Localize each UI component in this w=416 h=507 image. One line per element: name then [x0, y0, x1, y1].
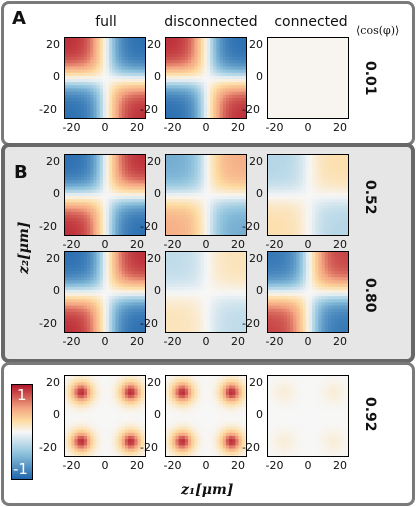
- x-tick-label: 20: [333, 459, 347, 472]
- heatmap-row3-connected: [267, 251, 349, 333]
- heatmap-row1-connected: [267, 37, 349, 119]
- x-tick-label: 0: [304, 121, 312, 134]
- x-tick-label: 0: [101, 335, 109, 348]
- heatmap-row2-disconnected: [165, 154, 247, 236]
- x-tick-label: -20: [62, 238, 81, 251]
- y-tick-label: -20: [242, 317, 260, 330]
- colorbar: 1 -1: [11, 384, 33, 480]
- y-tick-label: 20: [147, 155, 161, 168]
- x-tick-label: -20: [163, 238, 182, 251]
- heatmap-row4-connected: [267, 375, 349, 457]
- y-tick-label: 0: [256, 187, 263, 200]
- y-tick-label: 0: [53, 187, 60, 200]
- x-tick-label: -20: [265, 238, 284, 251]
- y-tick-label: 20: [46, 252, 60, 265]
- x-tick-label: 20: [333, 121, 347, 134]
- y-tick-label: 0: [154, 187, 161, 200]
- y-tick-label: 20: [147, 376, 161, 389]
- y-tick-label: 20: [46, 38, 60, 51]
- x-tick-label: -20: [265, 459, 284, 472]
- y-tick-label: -20: [242, 220, 260, 233]
- y-tick-label: 20: [46, 376, 60, 389]
- y-tick-label: 20: [46, 155, 60, 168]
- x-tick-label: 20: [231, 238, 245, 251]
- x-tick-label: 20: [333, 238, 347, 251]
- y-tick-label: -20: [140, 103, 158, 116]
- x-tick-label: -20: [163, 335, 182, 348]
- x-tick-label: -20: [62, 335, 81, 348]
- x-tick-label: 0: [101, 459, 109, 472]
- y-tick-label: 20: [249, 38, 263, 51]
- x-tick-label: 0: [304, 459, 312, 472]
- x-tick-label: -20: [265, 121, 284, 134]
- heatmap-row2-full: [64, 154, 146, 236]
- y-tick-label: -20: [242, 103, 260, 116]
- avg-cos-header: ⟨cos(φ)⟩: [356, 24, 400, 37]
- x-tick-label: 0: [304, 238, 312, 251]
- x-tick-label: -20: [265, 335, 284, 348]
- y-tick-label: 0: [53, 284, 60, 297]
- y-tick-label: 20: [249, 155, 263, 168]
- y-tick-label: 20: [147, 252, 161, 265]
- y-tick-label: -20: [140, 317, 158, 330]
- x-tick-label: 20: [130, 121, 144, 134]
- y-axis-label: z₂[μm]: [16, 221, 32, 274]
- x-tick-label: 0: [304, 335, 312, 348]
- y-tick-label: 0: [256, 284, 263, 297]
- x-tick-label: 20: [231, 335, 245, 348]
- y-tick-label: 20: [249, 376, 263, 389]
- x-tick-label: 0: [202, 459, 210, 472]
- x-tick-label: -20: [163, 121, 182, 134]
- heatmap-row1-disconnected: [165, 37, 247, 119]
- x-tick-label: 20: [231, 121, 245, 134]
- avg-cos-value: 0.52: [362, 180, 378, 215]
- x-tick-label: -20: [62, 459, 81, 472]
- y-tick-label: -20: [39, 441, 57, 454]
- x-tick-label: 20: [231, 459, 245, 472]
- y-tick-label: 20: [147, 38, 161, 51]
- x-tick-label: -20: [163, 459, 182, 472]
- y-tick-label: 0: [256, 70, 263, 83]
- x-tick-label: 20: [130, 459, 144, 472]
- panel-label-a: A: [12, 8, 26, 29]
- y-tick-label: 20: [249, 252, 263, 265]
- y-tick-label: 0: [154, 70, 161, 83]
- avg-cos-value: 0.80: [362, 278, 378, 313]
- y-tick-label: -20: [242, 441, 260, 454]
- heatmap-row4-full: [64, 375, 146, 457]
- panel-label-b: B: [14, 162, 28, 183]
- avg-cos-value: 0.92: [362, 397, 378, 432]
- y-tick-label: -20: [39, 317, 57, 330]
- x-tick-label: 0: [202, 238, 210, 251]
- avg-cos-value: 0.01: [362, 61, 378, 96]
- y-tick-label: 0: [154, 408, 161, 421]
- y-tick-label: -20: [39, 220, 57, 233]
- column-header-connected: connected: [274, 14, 348, 30]
- y-tick-label: 0: [154, 284, 161, 297]
- y-tick-label: -20: [39, 103, 57, 116]
- x-tick-label: 0: [101, 121, 109, 134]
- x-tick-label: 20: [130, 238, 144, 251]
- y-tick-label: -20: [140, 220, 158, 233]
- heatmap-row1-full: [64, 37, 146, 119]
- x-tick-label: 0: [202, 121, 210, 134]
- x-tick-label: 20: [333, 335, 347, 348]
- y-tick-label: -20: [140, 441, 158, 454]
- colorbar-min-label: -1: [13, 460, 28, 478]
- y-tick-label: 0: [53, 408, 60, 421]
- x-axis-label: z₁[μm]: [181, 482, 234, 498]
- colorbar-max-label: 1: [17, 386, 27, 404]
- column-header-full: full: [95, 14, 117, 30]
- heatmap-row2-connected: [267, 154, 349, 236]
- heatmap-row4-disconnected: [165, 375, 247, 457]
- y-tick-label: 0: [256, 408, 263, 421]
- x-tick-label: 20: [130, 335, 144, 348]
- x-tick-label: 0: [101, 238, 109, 251]
- heatmap-row3-full: [64, 251, 146, 333]
- column-header-disconnected: disconnected: [164, 14, 258, 30]
- x-tick-label: 0: [202, 335, 210, 348]
- heatmap-row3-disconnected: [165, 251, 247, 333]
- y-tick-label: 0: [53, 70, 60, 83]
- x-tick-label: -20: [62, 121, 81, 134]
